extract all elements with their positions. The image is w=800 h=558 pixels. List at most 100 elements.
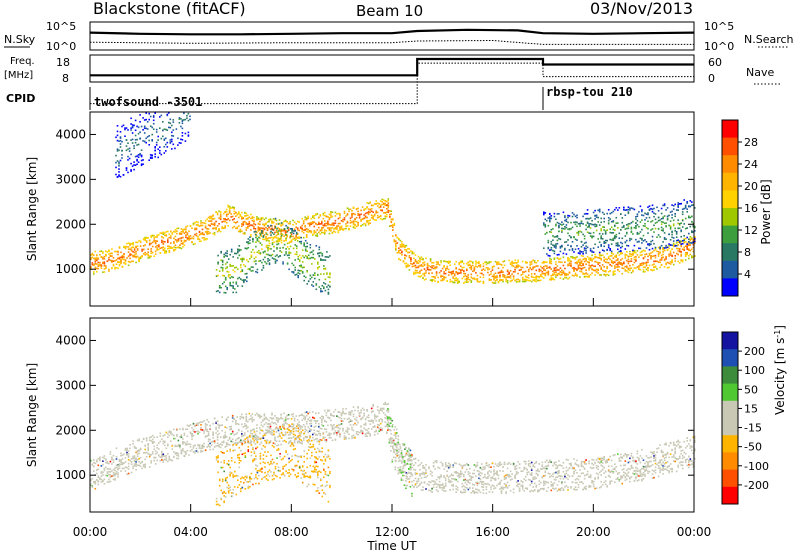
range-cell: [131, 458, 133, 460]
range-cell: [133, 145, 135, 147]
range-cell: [371, 210, 373, 212]
range-cell: [685, 205, 687, 207]
range-cell: [125, 470, 127, 472]
range-cell: [188, 454, 190, 456]
range-cell: [332, 212, 334, 214]
range-cell: [602, 233, 604, 235]
range-cell: [203, 446, 205, 448]
range-cell: [247, 218, 249, 220]
range-cell: [205, 436, 207, 438]
range-cell: [582, 234, 584, 236]
range-cell: [252, 429, 254, 431]
range-cell: [658, 253, 660, 255]
range-cell: [270, 237, 272, 239]
range-cell: [120, 160, 122, 162]
range-cell: [543, 262, 545, 264]
range-cell: [602, 238, 604, 240]
range-cell: [307, 413, 309, 415]
range-cell: [593, 258, 595, 260]
range-cell: [345, 215, 347, 217]
range-cell: [323, 273, 325, 275]
range-cell: [558, 238, 560, 240]
range-cell: [543, 266, 545, 268]
range-cell: [98, 458, 100, 460]
range-cell: [493, 282, 495, 284]
range-cell: [152, 252, 154, 254]
range-cell: [322, 255, 324, 257]
range-cell: [519, 279, 521, 281]
range-cell: [259, 221, 261, 223]
range-cell: [327, 224, 329, 226]
range-cell: [629, 209, 631, 211]
range-cell: [228, 276, 230, 278]
range-cell: [330, 224, 332, 226]
range-cell: [132, 142, 134, 144]
range-cell: [282, 418, 284, 420]
range-cell: [309, 430, 311, 432]
range-cell: [294, 269, 296, 271]
range-cell: [667, 267, 669, 269]
range-cell: [688, 241, 690, 243]
range-cell: [150, 454, 152, 456]
range-cell: [664, 266, 666, 268]
range-cell: [477, 280, 479, 282]
range-cell: [554, 274, 556, 276]
range-cell: [138, 133, 140, 135]
range-cell: [285, 248, 287, 250]
range-cell: [231, 265, 233, 267]
range-cell: [573, 257, 575, 259]
range-cell: [305, 248, 307, 250]
range-cell: [212, 218, 214, 220]
range-cell: [631, 222, 633, 224]
range-cell: [275, 261, 277, 263]
range-cell: [395, 240, 397, 242]
range-cell: [330, 212, 332, 214]
range-cell: [217, 225, 219, 227]
range-cell: [134, 248, 136, 250]
range-cell: [303, 280, 305, 282]
range-cell: [240, 278, 242, 280]
range-cell: [235, 215, 237, 217]
range-cell: [95, 261, 97, 263]
range-cell: [385, 218, 387, 220]
range-cell: [446, 261, 448, 263]
range-cell: [534, 266, 536, 268]
range-cell: [632, 271, 634, 273]
range-cell: [668, 225, 670, 227]
range-cell: [135, 135, 137, 137]
range-cell: [299, 265, 301, 267]
range-cell: [139, 121, 141, 123]
range-cell: [306, 236, 308, 238]
range-cell: [611, 226, 613, 228]
range-cell: [548, 271, 550, 273]
range-cell: [377, 203, 379, 205]
range-cell: [95, 267, 97, 269]
range-cell: [117, 140, 119, 142]
range-cell: [304, 417, 306, 419]
range-cell: [597, 217, 599, 219]
range-cell: [383, 203, 385, 205]
range-cell: [647, 228, 649, 230]
range-cell: [412, 252, 414, 254]
range-cell: [679, 223, 681, 225]
range-cell: [602, 249, 604, 251]
range-cell: [285, 253, 287, 255]
range-cell: [211, 441, 213, 443]
range-cell: [114, 251, 116, 253]
range-cell: [587, 256, 589, 258]
range-cell: [253, 441, 255, 443]
range-cell: [255, 260, 257, 262]
range-cell: [161, 115, 163, 117]
range-cell: [493, 279, 495, 281]
range-cell: [513, 278, 515, 280]
range-cell: [558, 225, 560, 227]
range-cell: [443, 273, 445, 275]
range-cell: [240, 416, 242, 418]
range-cell: [247, 227, 249, 229]
range-cell: [241, 218, 243, 220]
range-cell: [162, 121, 164, 123]
range-cell: [600, 258, 602, 260]
range-cell: [237, 278, 239, 280]
range-cell: [545, 212, 547, 214]
range-cell: [147, 453, 149, 455]
